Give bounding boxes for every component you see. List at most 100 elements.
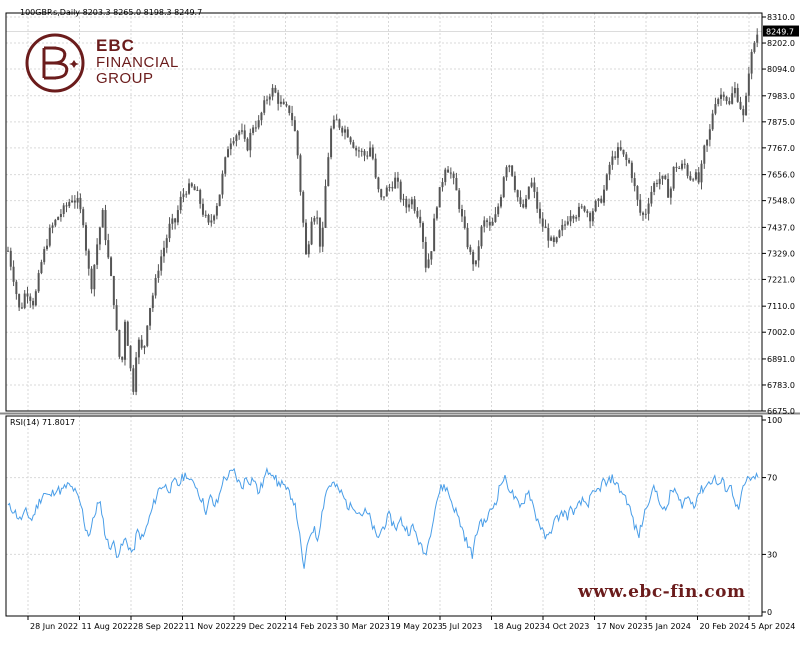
candle-body <box>742 109 745 116</box>
candle-body <box>538 208 541 219</box>
candle-body <box>603 189 606 203</box>
candle-body <box>257 120 260 128</box>
ebc-logo: EBC FINANCIAL GROUP <box>24 32 184 94</box>
rsi-layer <box>7 466 759 569</box>
logo-text-ebc: EBC <box>96 36 135 55</box>
candle-body <box>327 157 330 187</box>
candle-body <box>90 268 93 290</box>
candle-body <box>263 100 266 113</box>
candle-body <box>332 119 335 129</box>
candle-body <box>611 156 614 165</box>
candle-body <box>213 215 216 221</box>
candle-body <box>589 212 592 222</box>
candle-body <box>132 368 135 392</box>
candle-body <box>410 199 413 205</box>
candle-body <box>369 147 372 157</box>
candle-body <box>185 193 188 195</box>
candle-body <box>157 270 160 278</box>
candle-body <box>341 127 344 133</box>
candle-body <box>639 199 642 213</box>
x-tick-label: 11 Nov 2022 <box>185 622 236 631</box>
candle-body <box>399 181 402 200</box>
candle-body <box>104 210 107 241</box>
candle-body <box>430 251 433 260</box>
candle-body <box>586 211 589 213</box>
candle-body <box>669 188 672 198</box>
candle-body <box>288 105 291 113</box>
candle-body <box>561 224 564 231</box>
candle-body <box>547 228 550 241</box>
rsi-y-tick-label: 0 <box>767 608 772 617</box>
website-url: www.ebc-fin.com <box>578 582 746 602</box>
candle-body <box>591 211 594 222</box>
candle-body <box>182 194 185 197</box>
candle-body <box>73 200 76 203</box>
candle-body <box>199 190 202 204</box>
candle-body <box>388 187 391 189</box>
rsi-y-tick-label: 100 <box>767 416 782 425</box>
candle-body <box>722 94 725 97</box>
candle-body <box>151 295 154 309</box>
candle-body <box>93 264 96 290</box>
candle-body <box>243 130 246 139</box>
candle-body <box>162 247 165 257</box>
price-y-tick-label: 7110.0 <box>767 302 795 311</box>
x-tick-label: 20 Feb 2024 <box>700 622 750 631</box>
candle-body <box>678 167 681 169</box>
candle-body <box>146 325 149 346</box>
candle-body <box>193 186 196 191</box>
candle-body <box>149 308 152 326</box>
candle-body <box>505 167 508 178</box>
candle-body <box>408 204 411 208</box>
candle-body <box>569 216 572 222</box>
candle-body <box>135 357 138 392</box>
candle-body <box>338 119 341 128</box>
candle-body <box>293 120 296 132</box>
candle-body <box>488 221 491 226</box>
candle-body <box>683 163 686 165</box>
candle-body <box>179 196 182 211</box>
candle-body <box>160 256 163 271</box>
candle-body <box>107 240 110 258</box>
candle-body <box>268 96 271 100</box>
candle-body <box>499 197 502 207</box>
candle-body <box>572 216 575 219</box>
price-y-tick-label: 7656.0 <box>767 171 795 180</box>
candle-body <box>555 237 558 243</box>
candle-body <box>76 198 79 203</box>
candle-body <box>655 183 658 185</box>
candle-body <box>416 210 419 217</box>
candle-body <box>310 221 313 245</box>
x-tick-label: 30 Mar 2023 <box>339 622 390 631</box>
candle-body <box>335 119 338 121</box>
candle-body <box>316 217 319 219</box>
candle-body <box>324 186 327 228</box>
candle-body <box>357 150 360 152</box>
ebc-logo-icon <box>25 33 85 93</box>
candle-body <box>282 101 285 105</box>
candle-body <box>218 194 221 206</box>
candle-body <box>630 162 633 179</box>
candle-body <box>346 129 349 138</box>
candle-body <box>57 217 60 220</box>
candle-body <box>318 217 321 247</box>
candle-body <box>661 175 664 179</box>
candle-body <box>644 213 647 215</box>
candle-body <box>533 182 536 192</box>
candle-body <box>249 132 252 151</box>
candle-body <box>79 198 82 210</box>
candle-body <box>196 190 199 192</box>
candle-body <box>330 128 333 158</box>
candle-body <box>188 183 191 194</box>
candle-body <box>449 172 452 174</box>
candle-body <box>252 127 255 133</box>
candle-body <box>396 177 399 182</box>
candle-body <box>525 198 528 208</box>
rsi-y-tick-label: 30 <box>767 550 777 559</box>
candle-body <box>491 221 494 226</box>
candle-body <box>600 198 603 203</box>
candle-body <box>82 209 85 226</box>
candle-body <box>708 129 711 140</box>
rsi-panel-title: RSI(14) 71.8017 <box>10 418 76 427</box>
